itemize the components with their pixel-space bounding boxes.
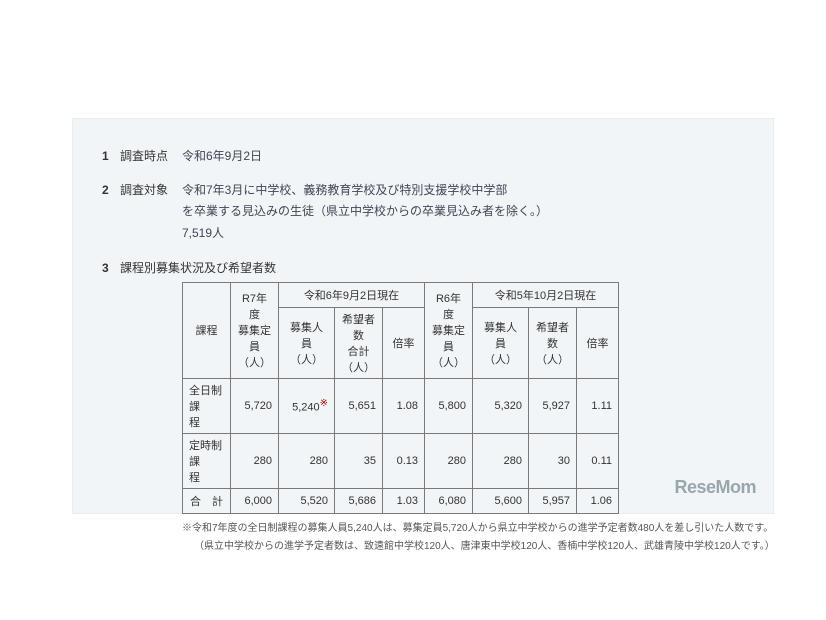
th-applicants-b: 希望者数 （人）	[529, 307, 577, 378]
cell: 1.11	[577, 378, 619, 433]
cell: 280	[425, 433, 473, 488]
row-label: 合 計	[183, 488, 231, 513]
th-recruit-b: 募集人員 （人）	[473, 307, 529, 378]
cell: 280	[231, 433, 279, 488]
th-course: 課程	[183, 282, 231, 378]
cell: 5,686	[335, 488, 383, 513]
cell: 0.13	[383, 433, 425, 488]
row-label: 全日制課 程	[183, 378, 231, 433]
section-2-label: 調査対象	[120, 180, 182, 200]
th-ratio-a: 倍率	[383, 307, 425, 378]
cell: 5,651	[335, 378, 383, 433]
th-ratio-b: 倍率	[577, 307, 619, 378]
section-1-num: 1	[102, 146, 120, 166]
cell: 280	[279, 433, 335, 488]
section-1-label: 調査時点	[120, 146, 182, 166]
note-mark: ※	[320, 398, 328, 409]
th-r6-sep: 令和6年9月2日現在	[279, 282, 425, 307]
footnote-2: （県立中学校からの進学予定者数は、致遠館中学校120人、唐津東中学校120人、香…	[194, 538, 744, 556]
recruitment-table: 課程 R7年度 募集定 員 （人） 令和6年9月2日現在 R6年度 募集定 員 …	[182, 282, 744, 514]
footnote-1: ※令和7年度の全日制課程の募集人員5,240人は、募集定員5,720人から県立中…	[182, 520, 744, 538]
cell: 30	[529, 433, 577, 488]
cell: 1.08	[383, 378, 425, 433]
section-2-line1: 令和7年3月に中学校、義務教育学校及び特別支援学校中学部	[182, 180, 744, 200]
section-1-value: 令和6年9月2日	[182, 146, 744, 166]
cell: 6,080	[425, 488, 473, 513]
row-label: 定時制課 程	[183, 433, 231, 488]
th-r7-capacity: R7年度 募集定 員 （人）	[231, 282, 279, 378]
cell: 35	[335, 433, 383, 488]
table-row: 定時制課 程 280 280 35 0.13 280 280 30 0.11	[183, 433, 619, 488]
cell: 5,927	[529, 378, 577, 433]
th-r6-capacity: R6年度 募集定 員 （人）	[425, 282, 473, 378]
cell: 0.11	[577, 433, 619, 488]
section-3: 3 課程別募集状況及び希望者数	[102, 258, 744, 278]
cell: 5,957	[529, 488, 577, 513]
th-recruit-a: 募集人員 （人）	[279, 307, 335, 378]
watermark-logo: ReseMom	[674, 477, 756, 498]
table-row-total: 合 計 6,000 5,520 5,686 1.03 6,080 5,600 5…	[183, 488, 619, 513]
section-2: 2 調査対象 令和7年3月に中学校、義務教育学校及び特別支援学校中学部 を卒業す…	[102, 180, 744, 243]
table-row: 全日制課 程 5,720 5,240※ 5,651 1.08 5,800 5,3…	[183, 378, 619, 433]
cell: 5,600	[473, 488, 529, 513]
cell: 5,520	[279, 488, 335, 513]
th-r5-oct: 令和5年10月2日現在	[473, 282, 619, 307]
section-3-num: 3	[102, 258, 120, 278]
cell: 1.03	[383, 488, 425, 513]
cell: 1.06	[577, 488, 619, 513]
cell: 6,000	[231, 488, 279, 513]
cell: 5,240※	[279, 378, 335, 433]
section-2-count: 7,519人	[182, 223, 744, 243]
cell: 280	[473, 433, 529, 488]
section-2-body: 令和7年3月に中学校、義務教育学校及び特別支援学校中学部 を卒業する見込みの生徒…	[182, 180, 744, 243]
cell: 5,320	[473, 378, 529, 433]
section-3-label: 課程別募集状況及び希望者数	[120, 258, 276, 278]
cell: 5,800	[425, 378, 473, 433]
section-1: 1 調査時点 令和6年9月2日	[102, 146, 744, 166]
section-2-num: 2	[102, 180, 120, 200]
th-applicants-a: 希望者数 合計 （人）	[335, 307, 383, 378]
cell: 5,720	[231, 378, 279, 433]
section-2-line2: を卒業する見込みの生徒（県立中学校からの卒業見込み者を除く。）	[182, 201, 744, 221]
